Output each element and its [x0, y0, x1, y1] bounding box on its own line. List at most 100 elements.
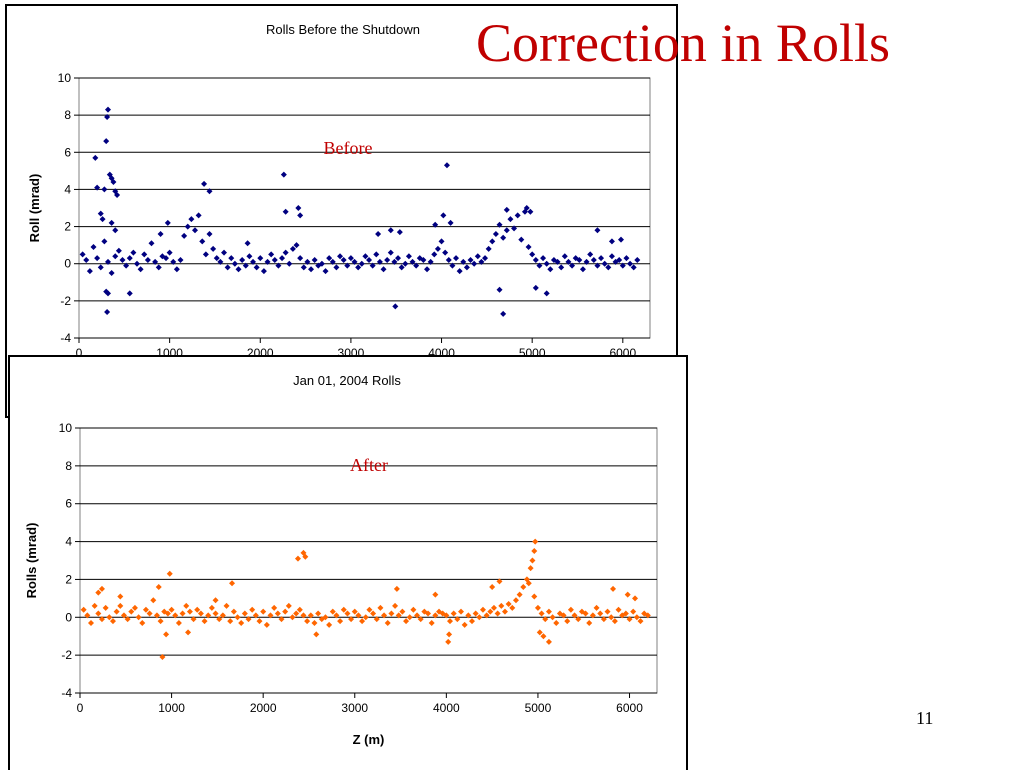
after-data-point — [197, 610, 204, 617]
after-chart: -4 -2 0 2 4 6 8 10 0 1000 2000 3000 4000 5000 6000 Jan … — [8, 355, 688, 770]
after-data-point — [168, 606, 175, 613]
after-data-point — [619, 612, 626, 619]
after-data-point — [194, 606, 201, 613]
after-data-point — [644, 612, 651, 619]
before-data-point — [110, 179, 117, 185]
after-data-point — [575, 616, 582, 623]
after-data-point — [256, 618, 263, 625]
before-data-point — [627, 260, 634, 267]
after-data-point — [489, 584, 496, 590]
after-data-point — [509, 604, 516, 611]
before-data-point — [280, 171, 287, 178]
before-data-point — [608, 238, 615, 245]
before-data-point — [463, 264, 470, 271]
before-data-point — [83, 257, 90, 263]
after-data-point — [578, 608, 585, 615]
before-data-point — [235, 266, 242, 273]
after-data-point — [600, 616, 607, 623]
after-data-point — [399, 608, 406, 615]
before-data-point — [217, 258, 224, 265]
before-data-point — [616, 257, 623, 263]
after-data-point — [102, 604, 109, 611]
after-data-point — [98, 616, 105, 623]
after-y-tick-label: 6 — [65, 497, 72, 511]
before-data-point — [253, 264, 260, 271]
before-data-point — [250, 258, 257, 265]
after-x-tick-label: 6000 — [616, 701, 643, 715]
before-data-point — [239, 257, 246, 263]
before-data-point — [86, 268, 93, 275]
before-data-point — [492, 231, 499, 237]
before-data-point — [206, 188, 213, 195]
before-data-point — [634, 257, 641, 263]
before-data-point — [503, 227, 510, 234]
before-data-point — [605, 264, 612, 271]
after-x-tick-label: 1000 — [158, 701, 185, 715]
before-data-point — [104, 114, 111, 120]
before-data-point — [518, 236, 525, 243]
after-data-point — [304, 618, 311, 625]
before-y-axis-label: Roll (mrad) — [27, 174, 42, 243]
before-data-point — [304, 258, 311, 265]
before-data-point — [141, 251, 148, 258]
after-data-point — [626, 616, 633, 623]
after-data-point — [153, 612, 160, 619]
after-data-point — [604, 608, 611, 615]
after-data-point — [285, 602, 292, 609]
after-data-point — [229, 580, 236, 587]
before-data-point — [630, 264, 637, 271]
after-data-point — [164, 610, 171, 617]
after-data-point — [296, 606, 303, 613]
before-data-point — [293, 242, 300, 249]
after-data-point — [545, 638, 552, 645]
before-data-point — [97, 210, 104, 217]
after-data-point — [289, 614, 296, 621]
after-x-tick-label: 5000 — [525, 701, 552, 715]
before-data-point — [126, 290, 133, 297]
before-data-point — [326, 255, 333, 262]
after-data-point — [468, 618, 475, 625]
after-data-point — [238, 619, 245, 626]
after-data-point — [586, 619, 593, 626]
after-data-point — [567, 606, 574, 613]
after-data-point — [223, 602, 230, 609]
after-data-point — [230, 608, 237, 615]
after-data-point — [124, 616, 131, 623]
after-y-axis-label: Rolls (mrad) — [24, 523, 39, 599]
after-data-point — [529, 557, 536, 564]
before-data-point — [453, 255, 460, 262]
after-data-point — [95, 589, 102, 596]
after-data-point — [384, 619, 391, 626]
before-data-point — [540, 255, 547, 262]
after-data-point — [307, 612, 314, 619]
after-y-tick-label: -2 — [61, 648, 72, 662]
before-data-point — [242, 262, 249, 269]
before-data-point — [148, 240, 155, 247]
after-chart-title: Jan 01, 2004 Rolls — [293, 373, 401, 388]
before-data-point — [119, 257, 126, 263]
before-data-point — [543, 260, 550, 267]
after-data-point — [516, 591, 523, 598]
after-data-point — [446, 631, 453, 638]
after-data-point — [212, 597, 219, 604]
after-data-point — [432, 591, 439, 598]
after-data-point — [381, 612, 388, 619]
before-data-point — [94, 184, 101, 191]
after-data-point — [366, 606, 373, 613]
before-data-point — [402, 260, 409, 267]
before-data-point — [195, 212, 202, 219]
before-y-tick-label: 0 — [64, 257, 71, 271]
before-data-point — [375, 231, 382, 237]
after-data-point — [234, 614, 241, 621]
after-data-point — [630, 608, 637, 615]
before-data-point — [442, 249, 449, 256]
after-data-point — [403, 618, 410, 625]
after-data-point — [313, 631, 320, 638]
before-data-point — [362, 253, 369, 260]
before-data-point — [587, 251, 594, 258]
after-data-point — [337, 618, 344, 625]
after-data-point — [175, 619, 182, 626]
after-data-point — [479, 606, 486, 613]
before-data-point — [260, 268, 267, 275]
after-data-point — [593, 604, 600, 611]
